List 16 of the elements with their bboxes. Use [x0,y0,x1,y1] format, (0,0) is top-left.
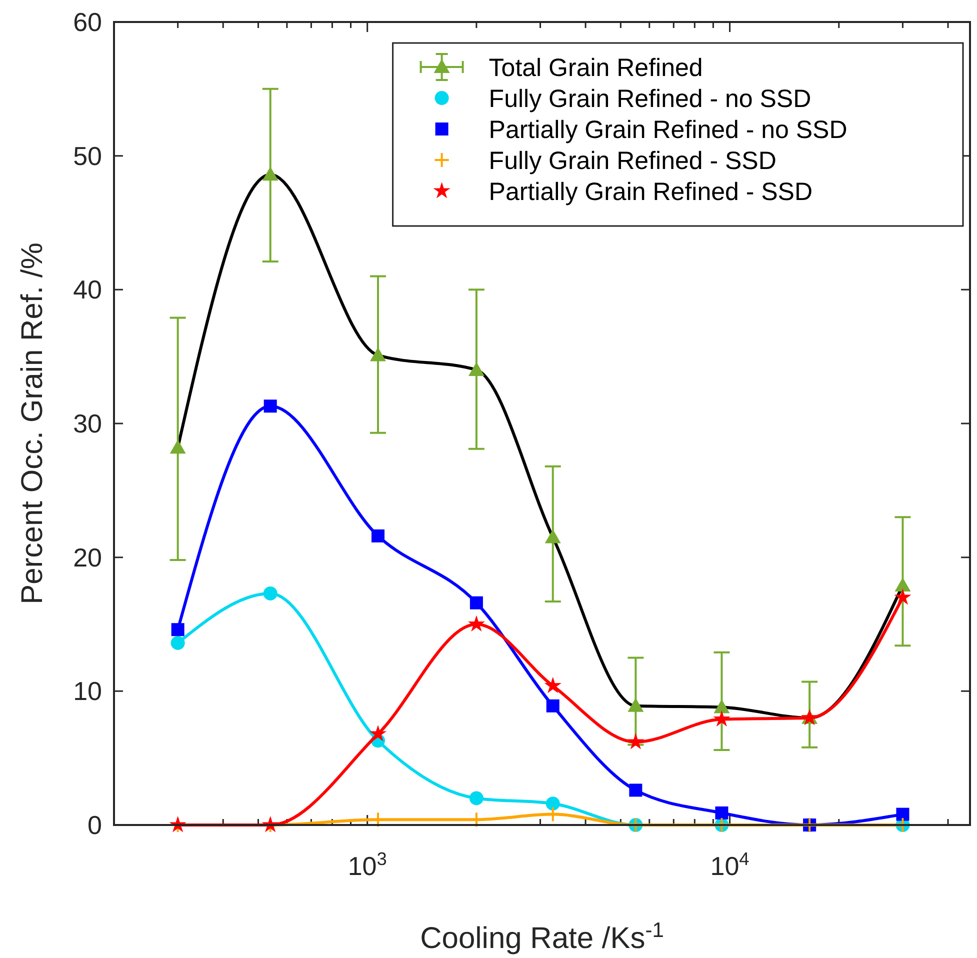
y-tick-label: 60 [73,7,102,37]
y-tick-label: 10 [73,676,102,706]
x-tick-label: 10$^{3}$ [348,849,387,881]
x-tick-label: 10$^{4}$ [710,849,750,881]
legend-label: Fully Grain Refined - no SSD [488,85,812,113]
legend-label: Partially Grain Refined - no SSD [488,116,848,144]
legend-label: Partially Grain Refined - SSD [488,178,813,206]
y-tick-label: 50 [73,140,102,171]
y-tick-label: 20 [73,542,102,572]
y-tick-label: 0 [88,810,102,840]
x-axis-title: Cooling Rate /Ks$^{-1}$ [420,918,664,955]
y-axis-title: Percent Occ. Grain Ref. /% [16,242,49,604]
legend-label: Fully Grain Refined - SSD [488,147,776,175]
y-tick-label: 30 [73,408,102,438]
y-tick-label: 40 [73,274,102,305]
legend-label: Total Grain Refined [488,54,703,82]
